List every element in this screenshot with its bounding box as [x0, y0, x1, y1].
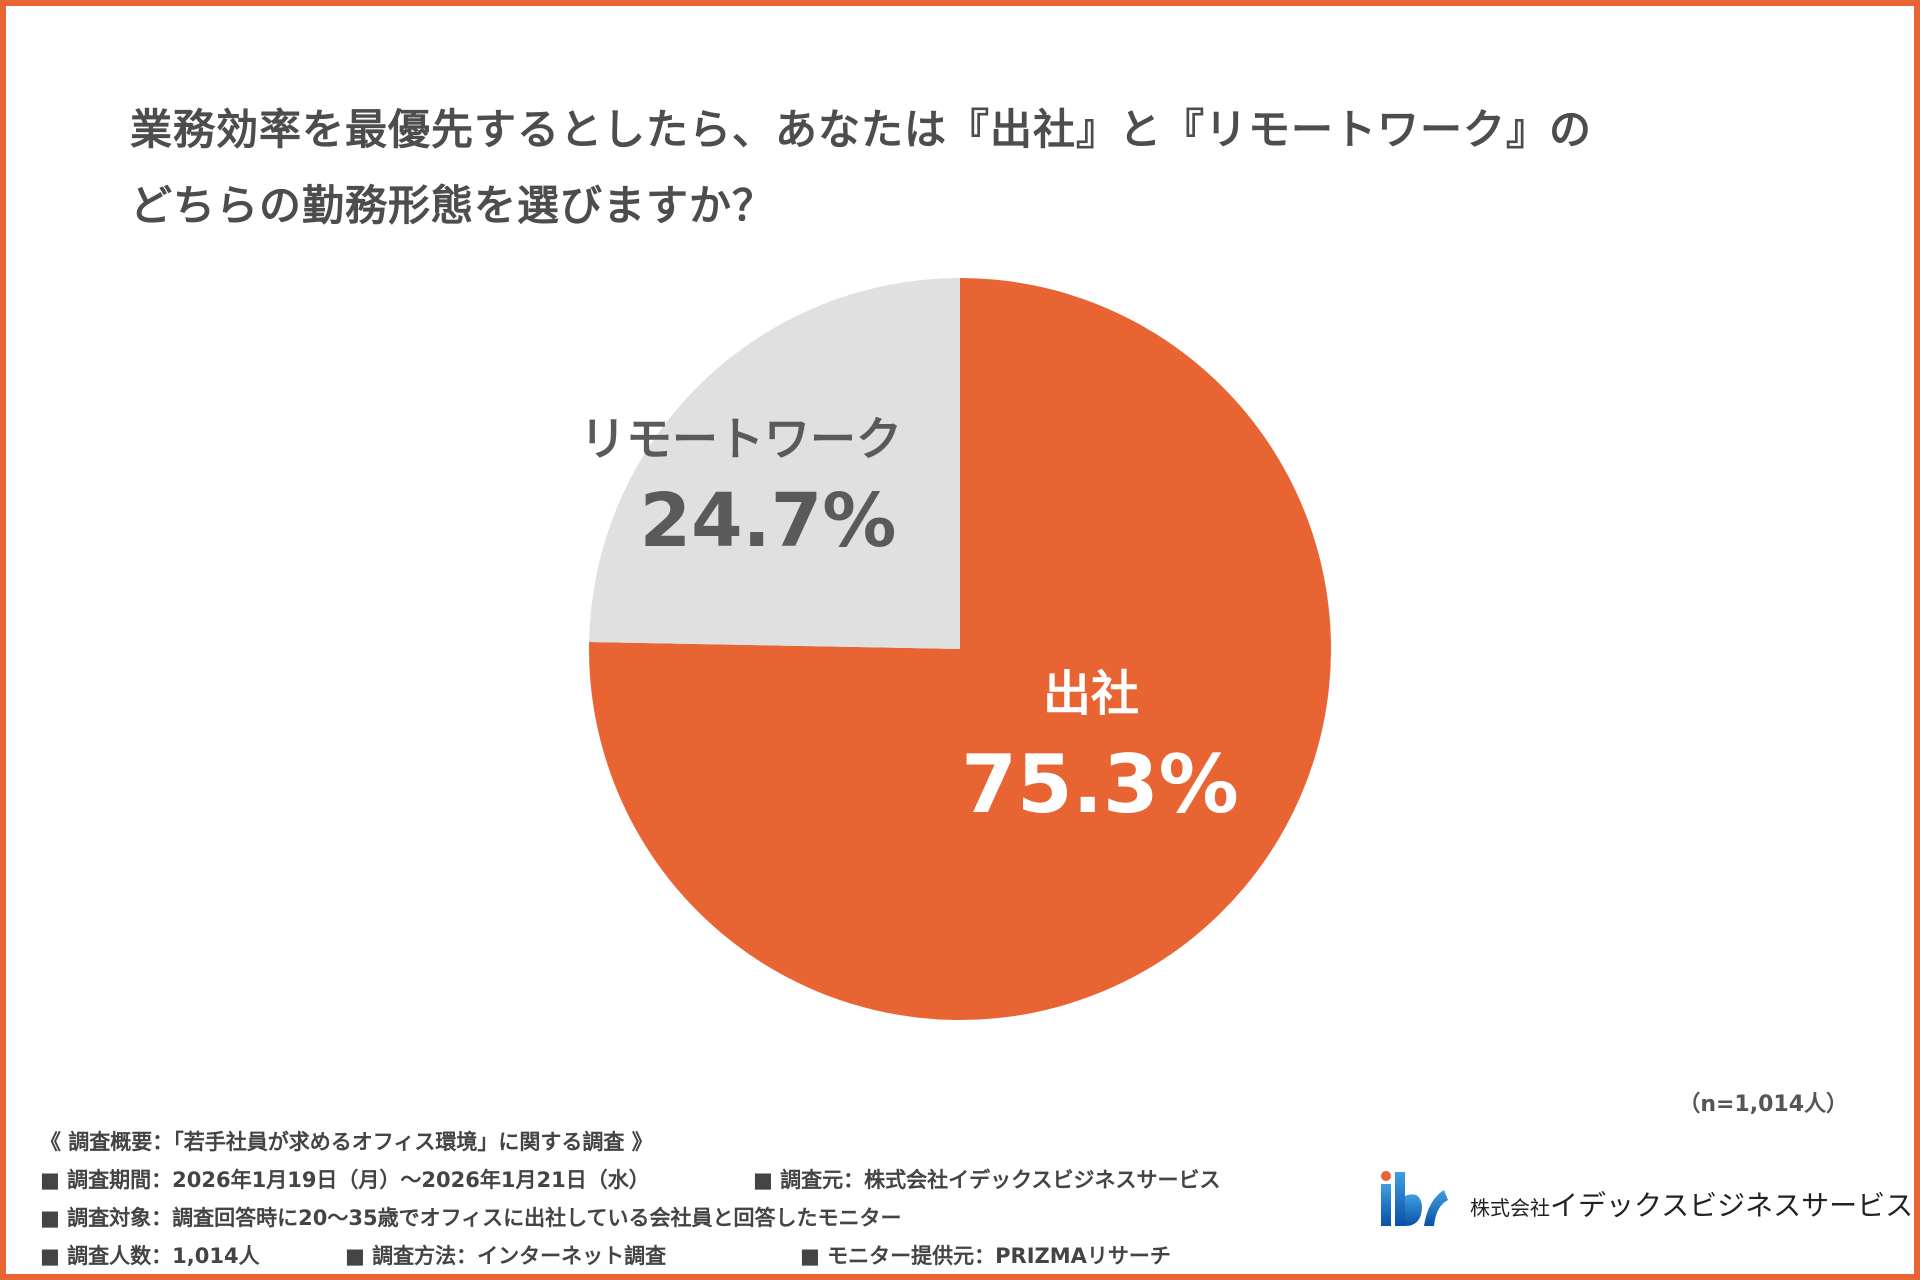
slice-value-remote: 24.7% [640, 478, 897, 564]
slice-label-remote: リモートワーク [580, 412, 902, 466]
survey-provider: ■ モニター提供元：PRIZMAリサーチ [800, 1244, 1171, 1268]
survey-count: ■ 調査人数：1,014人 [40, 1244, 260, 1268]
sample-size-note: （n=1,014人） [1678, 1092, 1848, 1117]
chart-title: 業務効率を最優先するとしたら、あなたは『出社』と『リモートワーク』の どちらの勤… [130, 92, 1592, 244]
survey-source: ■ 調査元：株式会社イデックスビジネスサービス [753, 1168, 1221, 1192]
survey-period: ■ 調査期間：2026年1月19日（月）～2026年1月21日（水） [40, 1168, 650, 1192]
slice-label-office: 出社 [1043, 666, 1139, 722]
logo-prefix: 株式会社 [1470, 1196, 1550, 1220]
survey-target: ■ 調査対象：調査回答時に20～35歳でオフィスに出社している会社員と回答したモ… [40, 1206, 902, 1230]
ibs-logo-mark [1381, 1171, 1448, 1226]
title-line-2: どちらの勤務形態を選びますか？ [130, 181, 776, 230]
title-line-1: 業務効率を最優先するとしたら、あなたは『出社』と『リモートワーク』の [130, 105, 1593, 154]
company-logo-text: 株式会社イデックスビジネスサービス [1470, 1184, 1913, 1224]
survey-method: ■ 調査方法：インターネット調査 [345, 1244, 667, 1268]
pie-slice-remote [589, 278, 960, 649]
survey-heading: 《 調査概要：「若手社員が求めるオフィス環境」に関する調査 》 [40, 1130, 653, 1154]
slice-value-office: 75.3% [961, 738, 1239, 831]
logo-company-name: イデックスビジネスサービス [1550, 1189, 1914, 1222]
